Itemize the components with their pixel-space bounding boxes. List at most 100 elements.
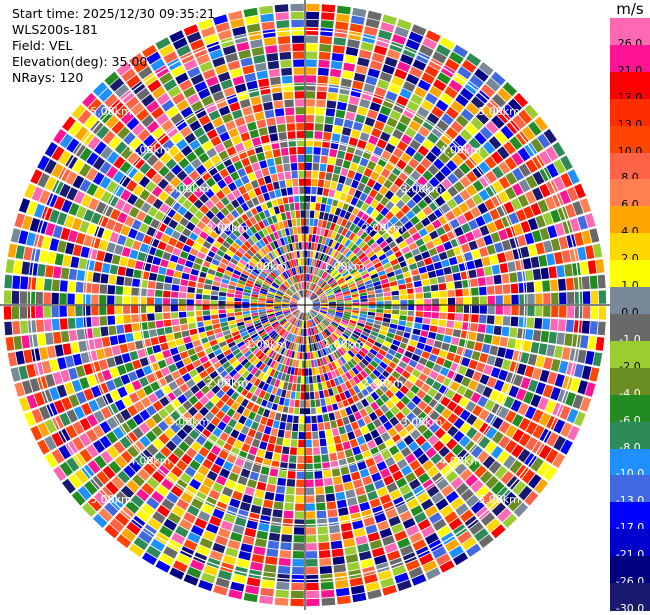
velocity-gate	[554, 222, 565, 237]
velocity-gate	[86, 152, 99, 166]
velocity-gate	[166, 268, 175, 277]
velocity-gate	[400, 204, 411, 215]
velocity-gate	[494, 285, 503, 295]
velocity-gate	[92, 425, 105, 438]
velocity-gate	[194, 517, 208, 529]
velocity-gate	[240, 273, 249, 279]
velocity-gate	[84, 114, 98, 130]
velocity-gate	[374, 513, 387, 524]
velocity-gate	[242, 305, 250, 308]
velocity-gate	[308, 312, 312, 319]
velocity-gate	[189, 232, 199, 241]
velocity-gate	[382, 287, 391, 293]
velocity-gate	[126, 166, 138, 179]
velocity-gate	[300, 400, 305, 408]
velocity-gate	[219, 287, 228, 293]
velocity-gate	[289, 305, 298, 307]
velocity-gate	[75, 281, 84, 293]
velocity-gate	[405, 210, 416, 220]
velocity-gate	[352, 375, 361, 385]
velocity-gate	[324, 180, 331, 189]
velocity-gate	[406, 100, 419, 112]
velocity-gate	[326, 314, 334, 319]
velocity-gate	[166, 492, 179, 504]
velocity-gate	[84, 271, 93, 282]
velocity-gate	[478, 436, 491, 449]
velocity-gate	[384, 221, 393, 231]
velocity-gate	[498, 229, 508, 241]
velocity-gate	[234, 483, 246, 493]
velocity-gate	[320, 308, 328, 311]
velocity-gate	[251, 291, 259, 295]
velocity-gate	[502, 316, 511, 326]
velocity-gate	[360, 308, 368, 312]
velocity-gate	[446, 160, 458, 172]
colorbar-tick-label: -30.0	[615, 602, 645, 615]
velocity-gate	[390, 258, 399, 266]
velocity-gate	[422, 119, 435, 131]
velocity-gate	[244, 435, 254, 445]
velocity-gate	[206, 273, 215, 280]
velocity-gate	[250, 345, 258, 353]
velocity-gate	[559, 306, 567, 318]
velocity-gate	[351, 421, 360, 431]
velocity-gate	[422, 206, 433, 216]
velocity-gate	[291, 334, 296, 342]
velocity-gate	[180, 324, 189, 331]
velocity-gate	[316, 315, 323, 321]
velocity-gate	[389, 445, 400, 456]
velocity-gate	[154, 352, 164, 362]
velocity-gate	[319, 438, 327, 447]
velocity-gate	[476, 146, 490, 160]
velocity-gate	[266, 305, 274, 307]
velocity-gate	[366, 287, 375, 292]
velocity-gate	[236, 405, 245, 415]
velocity-gate	[397, 458, 408, 470]
velocity-gate	[518, 109, 533, 125]
velocity-gate	[295, 343, 299, 352]
velocity-gate	[263, 409, 271, 418]
velocity-gate	[334, 360, 341, 368]
velocity-gate	[120, 111, 135, 125]
velocity-gate	[28, 277, 37, 290]
velocity-gate	[374, 164, 384, 174]
velocity-gate	[65, 171, 78, 185]
velocity-gate	[37, 263, 46, 277]
velocity-gate	[296, 384, 301, 392]
velocity-gate	[311, 242, 315, 250]
velocity-gate	[436, 226, 446, 236]
velocity-gate	[355, 364, 363, 373]
velocity-gate	[569, 248, 579, 262]
velocity-gate	[254, 538, 267, 548]
range-ring-label: 1.00km	[245, 260, 287, 273]
velocity-gate	[262, 374, 269, 382]
velocity-gate	[260, 288, 268, 293]
velocity-gate	[113, 156, 126, 169]
velocity-gate	[305, 511, 316, 519]
velocity-gate	[319, 390, 325, 399]
velocity-gate	[186, 311, 195, 317]
velocity-gate	[139, 243, 149, 253]
velocity-gate	[349, 319, 358, 325]
velocity-gate	[282, 518, 293, 527]
velocity-gate	[279, 318, 286, 324]
velocity-gate	[35, 306, 43, 318]
velocity-gate	[281, 339, 287, 347]
velocity-gate	[234, 117, 246, 127]
velocity-gate	[282, 305, 290, 308]
velocity-gate	[394, 268, 403, 276]
velocity-gate	[221, 325, 230, 332]
velocity-gate	[517, 147, 531, 162]
velocity-gate	[234, 422, 244, 432]
velocity-gate	[421, 279, 430, 286]
velocity-gate	[323, 285, 330, 291]
velocity-gate	[435, 403, 446, 414]
velocity-gate	[343, 481, 354, 491]
velocity-gate	[226, 301, 234, 305]
velocity-gate	[589, 367, 600, 382]
velocity-gate	[199, 537, 213, 549]
velocity-gate	[146, 405, 157, 416]
velocity-gate	[422, 479, 435, 491]
velocity-gate	[207, 380, 217, 390]
velocity-gate	[277, 289, 285, 295]
